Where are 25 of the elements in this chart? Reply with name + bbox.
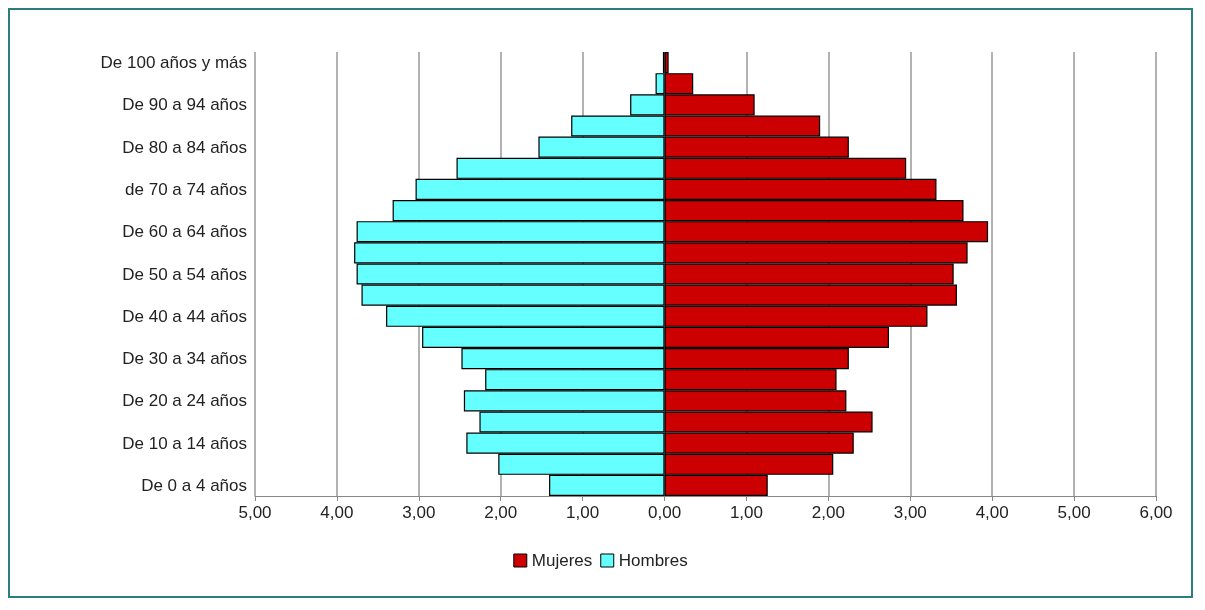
y-tick-label: De 90 a 94 años	[122, 95, 247, 115]
x-tick-label: 3,00	[402, 503, 436, 522]
x-tick-label: 5,00	[1057, 503, 1091, 522]
x-tick-label: 1,00	[729, 503, 763, 522]
x-tick-label: 4,00	[320, 503, 354, 522]
x-tick-label: 3,00	[893, 503, 927, 522]
x-tick-label: 6,00	[1139, 503, 1173, 522]
y-tick-label: De 10 a 14 años	[122, 433, 247, 453]
x-tick-label: 1,00	[566, 503, 600, 522]
y-tick-label: de 70 a 74 años	[125, 179, 247, 199]
y-tick-label: De 60 a 64 años	[122, 222, 247, 242]
y-tick-label: De 100 años y más	[100, 53, 247, 73]
y-tick-label: De 80 a 84 años	[122, 137, 247, 157]
y-tick-label: De 50 a 54 años	[122, 264, 247, 284]
x-tick-label: 4,00	[975, 503, 1009, 522]
legend-label: Hombres	[618, 551, 688, 570]
y-tick-label: De 20 a 24 años	[122, 391, 247, 411]
y-tick-label: De 30 a 34 años	[122, 349, 247, 369]
y-tick-label: De 40 a 44 años	[122, 306, 247, 326]
x-tick-label: 5,00	[238, 503, 272, 522]
legend-label: Mujeres	[531, 551, 593, 570]
x-tick-label: 2,00	[484, 503, 518, 522]
x-tick-label: 0,00	[648, 503, 682, 522]
y-tick-label: De 0 a 4 años	[141, 475, 247, 495]
x-tick-label: 2,00	[811, 503, 845, 522]
